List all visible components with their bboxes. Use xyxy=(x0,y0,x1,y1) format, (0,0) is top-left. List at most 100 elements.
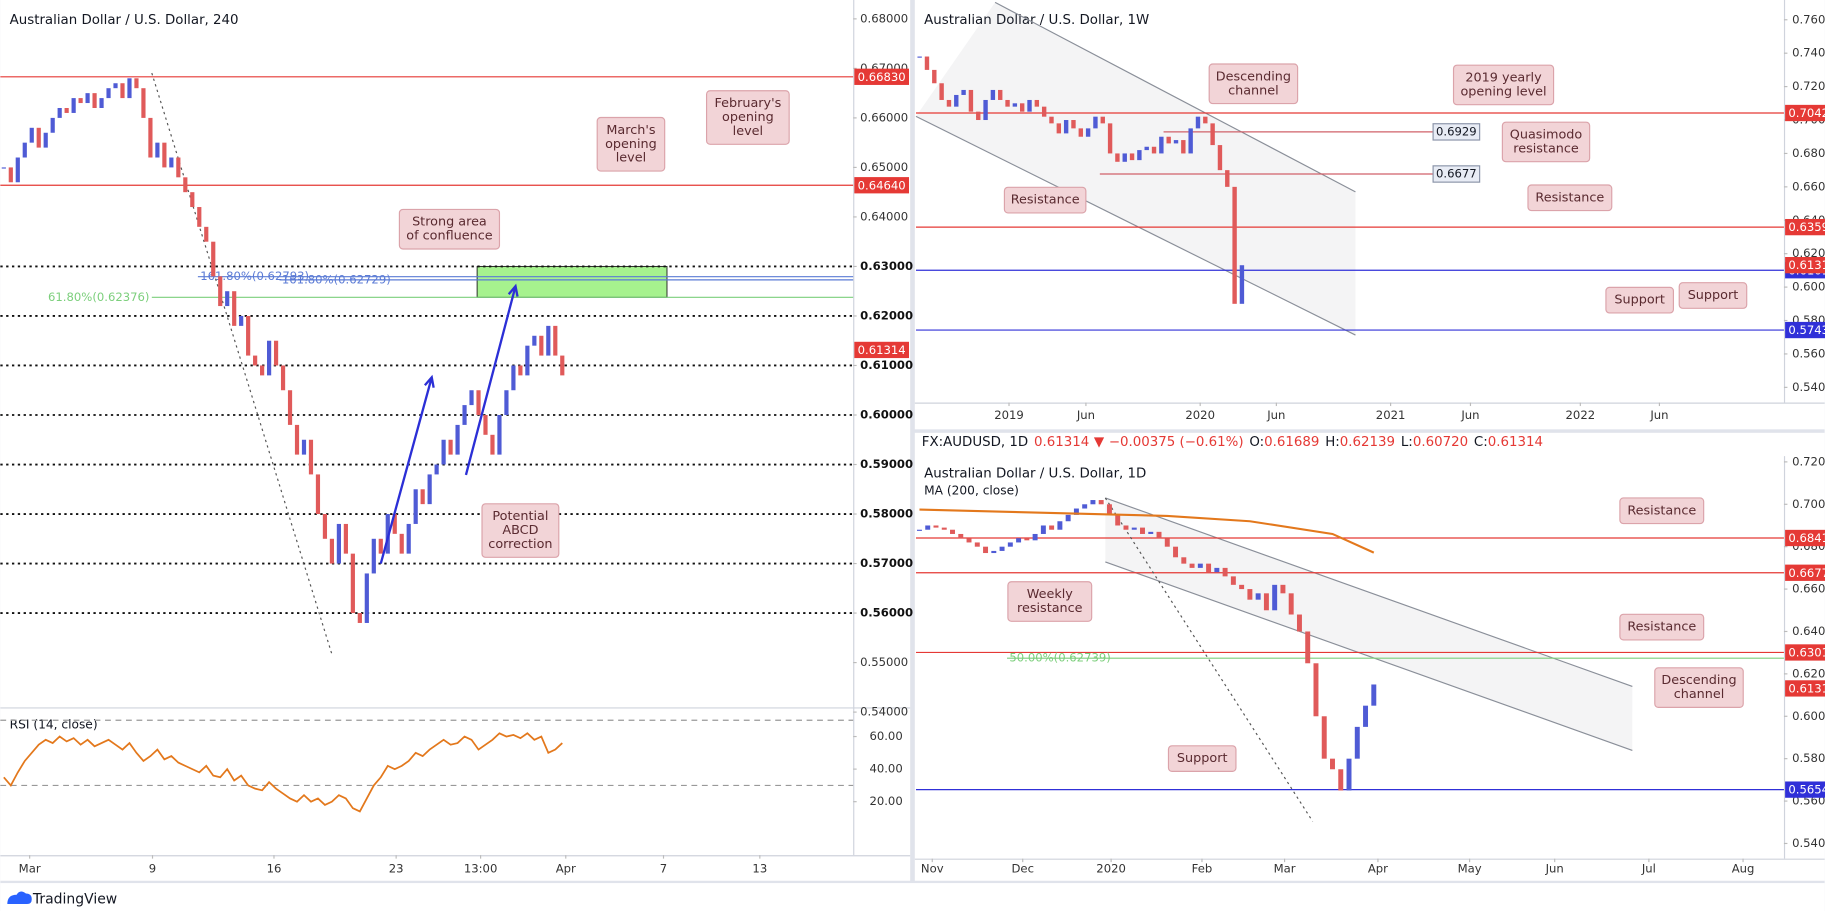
candle xyxy=(371,538,376,574)
chart-title: Australian Dollar / U.S. Dollar, 240 xyxy=(10,13,239,28)
price-badge-label: 0.66830 xyxy=(858,70,906,84)
candle xyxy=(455,424,460,455)
annotation-box xyxy=(1167,745,1237,772)
candle xyxy=(925,525,931,530)
annotation-box xyxy=(1619,613,1705,641)
candle xyxy=(253,355,258,366)
candle xyxy=(974,542,980,547)
candle xyxy=(273,340,279,366)
candle xyxy=(1225,170,1230,187)
candle xyxy=(448,439,453,455)
candle xyxy=(941,527,947,530)
annotation-box xyxy=(1527,184,1613,212)
level-tag xyxy=(1432,165,1481,183)
chart-title: Australian Dollar / U.S. Dollar, 1D xyxy=(924,467,1146,482)
annotation-box xyxy=(1605,286,1674,314)
footer-bar xyxy=(0,883,1825,911)
x-tick-label: Feb xyxy=(1192,862,1213,876)
candle xyxy=(43,132,48,148)
x-tick-label: 2021 xyxy=(1376,408,1406,422)
x-tick-label: Jul xyxy=(1641,862,1656,876)
candle xyxy=(301,439,307,455)
candle xyxy=(1222,567,1228,577)
annotation-box xyxy=(596,116,666,172)
candle xyxy=(406,523,411,554)
candle xyxy=(141,88,146,118)
y-tick-label: 0.68000 xyxy=(860,11,908,25)
candle xyxy=(127,78,132,99)
price-badge-label: 0.63590 xyxy=(1788,220,1825,234)
indicator-name: RSI (14, close) xyxy=(10,717,98,731)
candle xyxy=(490,434,495,455)
candle xyxy=(1115,514,1121,526)
fib-label: 161.80%(0.62729) xyxy=(282,272,391,286)
candle xyxy=(441,439,446,465)
price-badge xyxy=(1785,529,1825,547)
x-tick-label: Apr xyxy=(556,862,576,876)
candle xyxy=(1203,116,1208,124)
x-tick-label: Mar xyxy=(19,862,41,876)
candle xyxy=(1056,123,1062,134)
candle xyxy=(1041,106,1047,117)
candle xyxy=(162,142,167,168)
candle xyxy=(1239,265,1245,304)
candle xyxy=(983,546,989,554)
candle xyxy=(1206,563,1212,573)
y-tick-label: 0.66000 xyxy=(1792,582,1825,596)
y-tick-label: 0.65000 xyxy=(860,160,908,174)
x-tick-label: Nov xyxy=(921,862,944,876)
channel-lower xyxy=(915,115,1356,336)
header-field: 0.62139 xyxy=(1340,435,1395,450)
annotation-text: Resistance xyxy=(1011,193,1080,208)
candle xyxy=(1012,103,1018,107)
fib-label: 61.80%(0.62376) xyxy=(48,290,149,304)
price-badge-label: 0.61314 xyxy=(1788,682,1825,696)
channel-fill xyxy=(1105,497,1633,751)
x-tick-label: 2020 xyxy=(1096,862,1126,876)
candle xyxy=(968,89,974,112)
candle xyxy=(1140,527,1145,534)
candle xyxy=(1280,584,1286,594)
price-badge-label: 0.57430 xyxy=(1788,323,1825,337)
candle xyxy=(1027,99,1032,112)
x-tick-label: 13 xyxy=(752,862,767,876)
candle xyxy=(532,335,537,346)
candle xyxy=(1321,716,1327,759)
candle xyxy=(1338,769,1344,791)
x-tick-label: Dec xyxy=(1011,862,1033,876)
candle xyxy=(169,157,174,168)
y-tick-label: 0.56000 xyxy=(860,606,913,620)
candle xyxy=(329,538,335,564)
y-tick-label: 0.63000 xyxy=(860,259,913,273)
candle xyxy=(518,365,523,376)
candle xyxy=(378,538,383,554)
candle xyxy=(946,99,952,107)
annotation-box xyxy=(1452,64,1555,106)
moving-average xyxy=(919,508,1375,554)
candle xyxy=(176,157,181,178)
candle xyxy=(266,340,272,376)
candle xyxy=(343,523,348,554)
y-tick-label: 0.62000 xyxy=(860,308,913,322)
price-badge-label: 0.68410 xyxy=(1788,531,1825,545)
x-tick-label: Mar xyxy=(1274,862,1296,876)
candle xyxy=(434,464,439,475)
candle xyxy=(364,573,369,623)
price-badge xyxy=(1785,564,1825,581)
level-tag-label: 0.6677 xyxy=(1436,166,1477,180)
y-tick-label: 0.76000 xyxy=(1792,12,1825,26)
annotation-text: correction xyxy=(488,537,552,552)
pane-weekly xyxy=(914,0,1825,430)
candle xyxy=(1188,128,1193,154)
price-badge-label: 0.56540 xyxy=(1788,783,1825,797)
annotation-box xyxy=(1003,186,1087,214)
candle xyxy=(350,553,355,614)
candle xyxy=(1019,103,1025,112)
channel-upper xyxy=(994,1,1356,193)
candle xyxy=(1197,563,1203,568)
y-tick-label: 0.60000 xyxy=(860,407,913,421)
candle xyxy=(120,83,125,99)
y-tick-label: 0.54000 xyxy=(1792,836,1825,850)
annotation-text: Support xyxy=(1614,293,1665,308)
x-tick-label: 2019 xyxy=(994,408,1024,422)
